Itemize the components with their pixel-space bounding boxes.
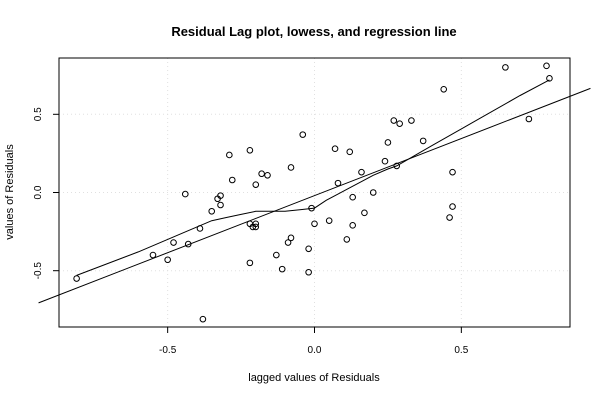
lowess-curve-group xyxy=(76,79,550,276)
x-tick-label: 0.5 xyxy=(454,345,468,356)
scatter-point xyxy=(199,315,207,323)
scatter-point xyxy=(343,236,351,243)
scatter-point xyxy=(252,181,260,188)
scatter-point xyxy=(299,131,307,138)
scatter-point xyxy=(164,256,171,264)
scatter-point xyxy=(393,162,401,170)
scatter-point xyxy=(396,120,403,127)
regression-line-group xyxy=(38,87,591,304)
scatter-point xyxy=(305,245,312,253)
scatter-point xyxy=(217,201,224,209)
scatter-point xyxy=(252,220,260,228)
scatter-point xyxy=(228,176,236,184)
scatter-point xyxy=(149,251,157,259)
scatter-point xyxy=(381,157,389,165)
scatter-point xyxy=(349,193,356,201)
scatter-point xyxy=(273,251,280,259)
scatter-point xyxy=(546,75,553,82)
grid-lines xyxy=(59,58,570,327)
scatter-point xyxy=(258,170,265,178)
y-axis: -0.5 0.0 0.5 xyxy=(33,107,60,280)
scatter-point xyxy=(246,259,254,267)
scatter-point xyxy=(264,171,271,179)
scatter-point xyxy=(305,268,312,276)
x-axis-label: lagged values of Residuals xyxy=(248,372,380,384)
scatter-point xyxy=(278,265,286,273)
scatter-point xyxy=(181,190,189,198)
x-tick-label: -0.5 xyxy=(159,345,177,356)
scatter-point xyxy=(208,207,216,215)
scatter-point xyxy=(525,115,533,123)
scatter-point xyxy=(361,209,368,217)
scatter-points xyxy=(73,62,553,323)
scatter-point xyxy=(287,164,295,171)
scatter-point xyxy=(217,192,224,199)
scatter-point xyxy=(369,189,377,196)
scatter-point xyxy=(543,62,550,70)
scatter-point xyxy=(331,145,339,153)
lowess-curve xyxy=(76,79,550,276)
scatter-point xyxy=(449,168,456,176)
scatter-point xyxy=(311,220,318,228)
scatter-point xyxy=(419,137,427,145)
scatter-point xyxy=(226,151,233,159)
x-axis: -0.5 0.0 0.5 xyxy=(159,326,469,356)
scatter-point xyxy=(349,222,356,229)
scatter-point xyxy=(284,239,292,246)
scatter-point xyxy=(358,168,365,176)
scatter-point xyxy=(308,204,315,212)
y-tick-label: 0.0 xyxy=(33,185,44,199)
scatter-point xyxy=(184,240,192,248)
scatter-point xyxy=(440,85,448,93)
scatter-point xyxy=(502,64,509,71)
scatter-point xyxy=(170,239,177,246)
scatter-point xyxy=(252,223,260,231)
scatter-point xyxy=(408,117,415,124)
scatter-point xyxy=(334,179,342,187)
y-tick-label: 0.5 xyxy=(33,107,44,121)
y-axis-label: values of Residuals xyxy=(4,144,16,240)
regression-line xyxy=(38,87,591,304)
scatter-point xyxy=(325,217,333,224)
scatter-point xyxy=(246,146,254,154)
x-tick-label: 0.0 xyxy=(308,345,322,356)
scatter-point xyxy=(196,225,204,232)
scatter-point xyxy=(449,203,456,210)
scatter-point xyxy=(390,117,398,124)
scatter-point xyxy=(446,214,453,221)
scatter-point xyxy=(287,234,295,242)
scatter-point xyxy=(73,275,80,282)
scatter-point xyxy=(346,148,354,156)
scatter-point xyxy=(384,139,392,146)
chart-title: Residual Lag plot, lowess, and regressio… xyxy=(171,24,456,39)
y-tick-label: -0.5 xyxy=(33,262,44,280)
